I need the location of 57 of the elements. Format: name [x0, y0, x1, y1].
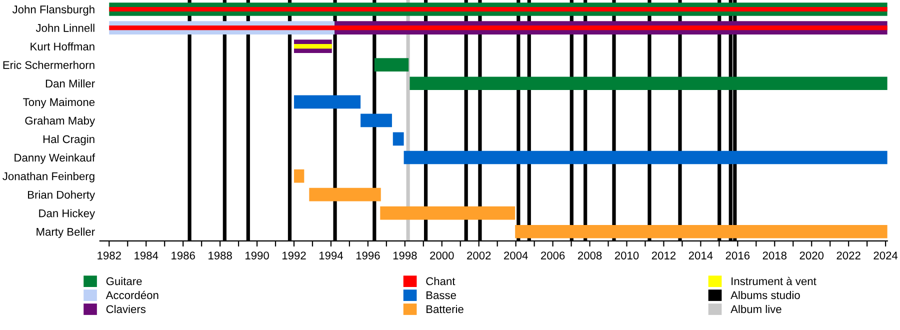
x-tick-label: 2008 [578, 252, 602, 260]
y-tick-label: John Linnell [36, 24, 94, 32]
x-tick-label: 2002 [467, 252, 491, 260]
y-tick-label: Brian Doherty [28, 190, 96, 201]
x-tick-label: 2010 [614, 252, 639, 260]
legend-label: Basse [426, 291, 456, 300]
y-tick-label: Graham Maby [25, 116, 96, 127]
x-tick-label: 2012 [652, 252, 676, 260]
x-tick-label: 2004 [504, 252, 528, 260]
x-tick-label: 1984 [134, 252, 158, 260]
x-tick-label: 1986 [172, 252, 195, 260]
y-tick-label: Tony Maimone [23, 98, 95, 108]
y-tick-label: Dan Hickey [39, 209, 96, 220]
legend-label: Instrument à vent [732, 276, 816, 286]
bar [392, 132, 404, 146]
bar [109, 26, 888, 30]
legend-label: Chant [426, 277, 456, 286]
bar [374, 58, 409, 72]
bar [380, 206, 516, 220]
y-tick-label: Eric Schermerhorn [3, 60, 94, 69]
bar [294, 95, 361, 109]
x-tick-label: 1996 [356, 252, 380, 260]
legend-label: Accordéon [106, 290, 158, 300]
legend-label: Claviers [106, 304, 146, 314]
x-tick-label: 2018 [762, 252, 787, 260]
bar [294, 169, 304, 183]
x-tick-label: 1990 [246, 252, 269, 260]
x-tick-label: 2016 [726, 252, 750, 260]
x-tick-label: 2000 [430, 252, 454, 260]
bar [404, 150, 888, 164]
x-tick-label: 2020 [800, 252, 824, 260]
bar [360, 114, 392, 128]
x-tick-label: 2024 [874, 252, 898, 260]
bar [410, 76, 888, 90]
y-tick-label: Marty Beller [36, 228, 95, 238]
bar [515, 224, 888, 238]
x-tick-label: 2014 [688, 252, 713, 260]
x-tick-label: 1998 [393, 252, 417, 260]
y-tick-label: John Flansburgh [12, 5, 94, 16]
y-tick-label: Kurt Hoffman [30, 42, 94, 50]
bar [294, 44, 332, 49]
x-tick-label: 2022 [836, 252, 860, 260]
x-tick-label: 2006 [541, 252, 565, 260]
x-tick-label: 1988 [208, 252, 232, 260]
y-tick-label: Danny Weinkauf [14, 153, 96, 164]
x-tick-label: 1994 [319, 252, 344, 260]
legend-label: Album live [730, 304, 782, 314]
legend-label: Albums studio [730, 290, 800, 300]
bar [309, 188, 381, 202]
legend-label: Batterie [426, 304, 464, 314]
bar [109, 6, 888, 12]
legend-label: Guitare [106, 277, 142, 286]
x-tick-label: 1982 [98, 252, 121, 260]
y-tick-label: Hal Cragin [43, 134, 94, 146]
y-tick-label: Jonathan Feinberg [2, 172, 94, 182]
y-tick-label: Dan Miller [46, 79, 95, 88]
x-tick-label: 1992 [282, 252, 306, 260]
